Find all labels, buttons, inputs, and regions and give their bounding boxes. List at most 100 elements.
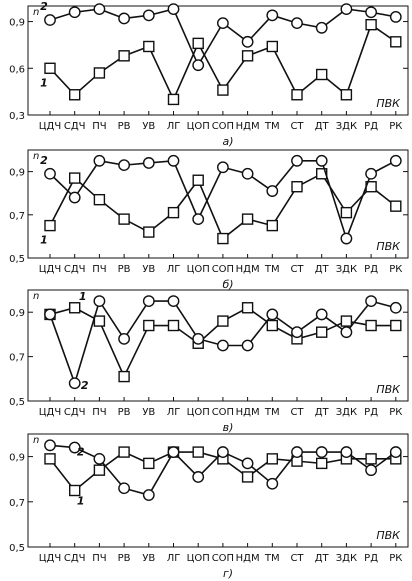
x-tick-label: СДЧ [64,121,86,132]
data-point-square [266,40,278,53]
data-point-square [93,464,106,476]
x-tick-label: ПЧ [92,121,106,132]
x-tick-label: ДТ [315,121,330,132]
y-tick-label: 0,5 [9,543,25,554]
x-tick-label: УВ [142,553,155,564]
data-point-square [118,370,130,383]
data-point-square [316,168,328,180]
data-point-circle [44,439,56,452]
region-label: ПВК [376,240,401,253]
data-point-circle [340,232,353,245]
x-tick-label: РК [389,264,402,275]
x-tick-label: ПЧ [92,407,106,418]
y-tick-label: 0,9 [9,168,25,179]
data-point-circle [340,3,353,16]
x-tick-label: ЗДК [336,121,357,132]
series-label-1: 1 [40,234,48,247]
x-tick-label: СДЧ [64,407,86,418]
y-axis-label: n [33,435,39,446]
data-point-square [266,319,278,332]
data-point-circle [389,446,402,458]
data-point-square [68,172,81,184]
x-tick-label: СДЧ [64,553,86,564]
data-point-circle [142,295,155,307]
data-point-circle [216,339,229,352]
y-tick-label: 0,6 [9,64,25,75]
x-tick-label: ЛГ [167,553,181,564]
x-tick-label: СТ [290,264,304,275]
x-tick-label: СОП [212,407,234,418]
series-label-2: 2 [40,154,48,167]
region-label: ПВК [376,97,401,110]
x-tick-label: ЦДЧ [39,121,61,132]
plot-frame [27,5,409,116]
x-tick-label: ДТ [315,553,330,564]
data-point-square [390,36,402,48]
data-point-circle [192,213,205,226]
data-point-circle [142,9,155,22]
data-point-circle [192,471,205,483]
data-point-circle [44,167,56,180]
series-label-2: 2 [77,446,85,459]
data-point-square [266,453,278,465]
x-tick-label: НДМ [236,121,260,132]
panel-label: в) [223,421,234,434]
y-tick-label: 0,7 [9,211,25,222]
data-point-square [291,181,303,193]
x-tick-label: ТМ [264,553,280,564]
y-axis-label: n [33,7,39,18]
data-point-circle [291,17,303,30]
series-label-1: 1 [40,76,48,89]
x-tick-label: РВ [118,121,131,132]
data-point-circle [291,154,303,167]
data-point-circle [142,489,155,501]
data-point-circle [216,446,229,458]
y-axis-label: n [33,151,39,162]
data-point-square [143,40,155,53]
region-label: ПВК [376,383,401,396]
data-point-circle [241,35,254,48]
data-point-circle [315,446,328,458]
x-tick-label: ТМ [264,121,280,132]
plot-frame [27,289,409,402]
data-point-square [316,457,328,470]
data-point-circle [142,157,155,169]
x-tick-label: РК [389,407,402,418]
data-point-circle [167,295,180,307]
x-tick-label: ЦДЧ [39,407,61,418]
data-point-circle [68,441,81,454]
data-point-square [365,453,377,465]
data-point-circle [167,154,180,167]
data-point-circle [291,446,303,458]
data-point-square [68,302,81,314]
data-point-square [167,206,180,219]
data-point-square [192,174,204,186]
chart-panel-4: 0,5 0,7 0,9 n ЦДЧ СДЧ ПЧ РВ УВ ЛГ ЦОП СОП НДМ ТМ СТ ДТ З… [9,433,409,580]
x-tick-label: РД [364,553,378,564]
data-point-square [192,37,204,50]
y-tick-label: 0,9 [9,308,25,319]
x-tick-label: РВ [118,553,131,564]
x-tick-label: РД [364,121,378,132]
series-label-2: 2 [81,379,89,392]
data-point-circle [68,191,81,204]
x-tick-label: ЦОП [187,407,210,418]
data-point-square [241,302,254,314]
data-point-circle [44,308,56,321]
chart-panel-2: 0,5 0,7 0,9 n ЦДЧ СДЧ ПЧ РВ УВ ЛГ ЦОП СОП НДМ ТМ СТ ДТ З… [9,149,409,291]
data-point-circle [93,3,106,16]
x-tick-label: РВ [118,264,131,275]
x-tick-label: СТ [290,121,304,132]
x-tick-label: ЗДК [336,407,357,418]
y-axis-label: n [33,291,39,302]
data-point-circle [389,10,402,23]
series-label-1: 1 [79,290,87,303]
data-point-circle [340,446,353,458]
data-point-circle [315,154,328,167]
y-tick-label: 0,7 [9,353,25,364]
x-tick-label: ЛГ [167,407,181,418]
data-point-circle [192,59,205,72]
x-tick-label: ЦОП [187,121,210,132]
data-point-square [390,319,402,332]
